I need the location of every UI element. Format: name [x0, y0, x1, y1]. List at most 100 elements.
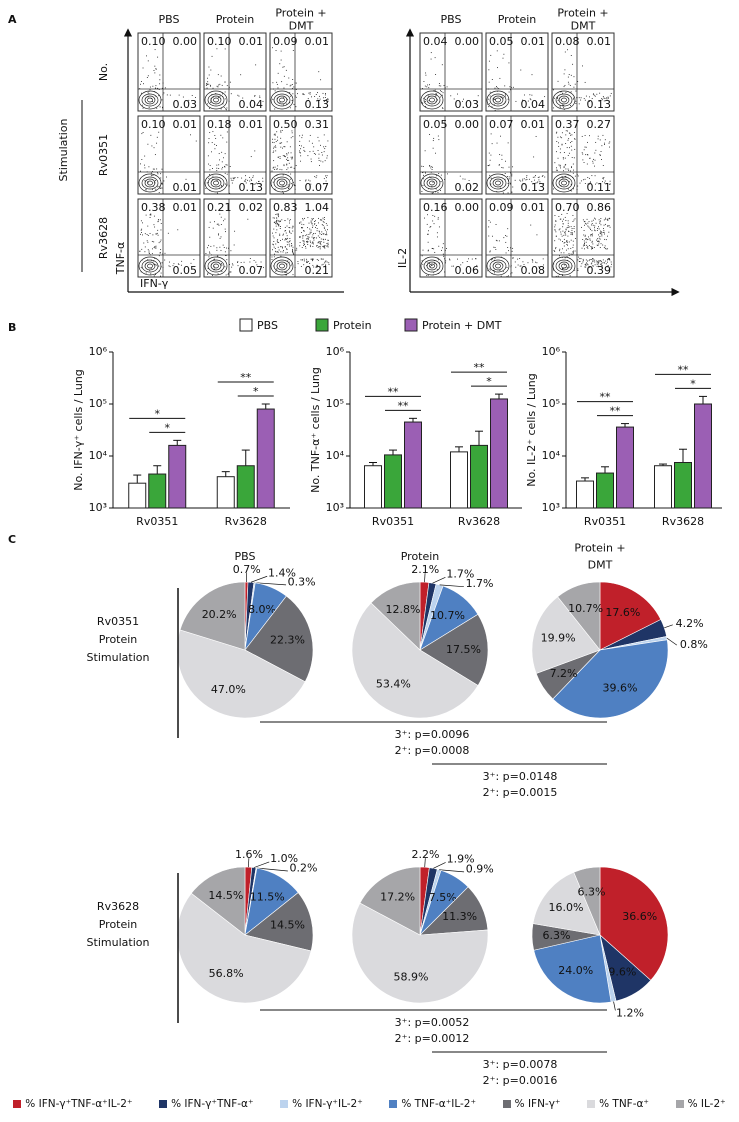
- quadrant-value: 0.08: [555, 35, 580, 48]
- event: [422, 166, 424, 167]
- event: [214, 148, 216, 150]
- event: [323, 151, 325, 153]
- event: [503, 237, 505, 239]
- event: [291, 132, 293, 134]
- event: [312, 241, 314, 243]
- event: [249, 261, 251, 263]
- contour: [558, 261, 570, 271]
- event: [162, 107, 163, 109]
- event: [156, 168, 158, 170]
- event: [446, 86, 448, 88]
- event: [590, 246, 592, 247]
- event: [508, 166, 510, 168]
- event: [496, 240, 498, 242]
- event: [286, 241, 288, 243]
- slice-label: 11.3%: [442, 910, 477, 923]
- event: [568, 231, 570, 233]
- event: [594, 165, 595, 167]
- event: [309, 246, 311, 248]
- event: [463, 98, 464, 100]
- event: [437, 217, 439, 219]
- event: [433, 137, 435, 139]
- event: [326, 99, 328, 101]
- event: [457, 258, 458, 260]
- event: [163, 92, 165, 94]
- event: [489, 159, 491, 161]
- event: [500, 275, 502, 277]
- event: [277, 250, 279, 252]
- event: [559, 106, 561, 108]
- event: [506, 275, 508, 277]
- event: [240, 262, 242, 263]
- quadrant-value: 0.09: [489, 201, 514, 214]
- event: [322, 92, 324, 94]
- event: [510, 266, 512, 268]
- event: [570, 226, 572, 228]
- event: [215, 137, 217, 139]
- event: [285, 69, 287, 71]
- event: [607, 96, 609, 98]
- event: [237, 262, 239, 263]
- event: [224, 228, 226, 230]
- event: [313, 237, 315, 239]
- event: [603, 231, 605, 233]
- event: [292, 248, 293, 250]
- pie-slice: [599, 581, 662, 651]
- event: [324, 94, 326, 96]
- event: [514, 179, 516, 181]
- event: [280, 255, 282, 257]
- event: [304, 217, 305, 219]
- event: [488, 235, 490, 237]
- event: [535, 261, 537, 263]
- bar: [168, 444, 187, 509]
- event: [603, 233, 605, 235]
- event: [428, 87, 430, 89]
- event: [309, 134, 311, 136]
- bar: [450, 451, 468, 509]
- event: [555, 151, 557, 153]
- quadrant-value: 0.13: [521, 181, 546, 194]
- event: [206, 247, 208, 249]
- event: [319, 98, 321, 100]
- event: [435, 92, 437, 94]
- event: [156, 233, 158, 235]
- event: [537, 181, 539, 183]
- event: [283, 66, 285, 68]
- event: [425, 72, 427, 74]
- pie-slice: [179, 581, 246, 651]
- event: [424, 217, 425, 219]
- event: [311, 242, 313, 244]
- event: [158, 242, 160, 244]
- event: [147, 182, 149, 184]
- event: [288, 185, 290, 187]
- contour: [144, 178, 156, 188]
- event: [577, 270, 579, 271]
- y-axis-label: TNF-α: [114, 242, 127, 276]
- event: [581, 226, 582, 228]
- event: [281, 219, 283, 221]
- event: [308, 92, 310, 94]
- x-axis-label: IFN-γ: [140, 277, 169, 290]
- event: [562, 275, 563, 276]
- event: [155, 247, 157, 249]
- event: [314, 232, 316, 234]
- event: [166, 176, 167, 178]
- event: [499, 270, 501, 272]
- event: [321, 219, 323, 221]
- event: [581, 152, 583, 154]
- event: [583, 244, 585, 245]
- event: [245, 178, 247, 180]
- event: [209, 84, 211, 86]
- event: [560, 167, 561, 169]
- event: [307, 238, 309, 240]
- event: [254, 95, 256, 97]
- event: [597, 238, 598, 240]
- contour: [489, 259, 507, 273]
- event: [600, 230, 602, 232]
- event: [555, 248, 557, 250]
- event: [607, 220, 609, 222]
- event: [494, 257, 496, 259]
- event: [152, 168, 154, 170]
- event: [573, 219, 575, 221]
- event: [586, 247, 588, 248]
